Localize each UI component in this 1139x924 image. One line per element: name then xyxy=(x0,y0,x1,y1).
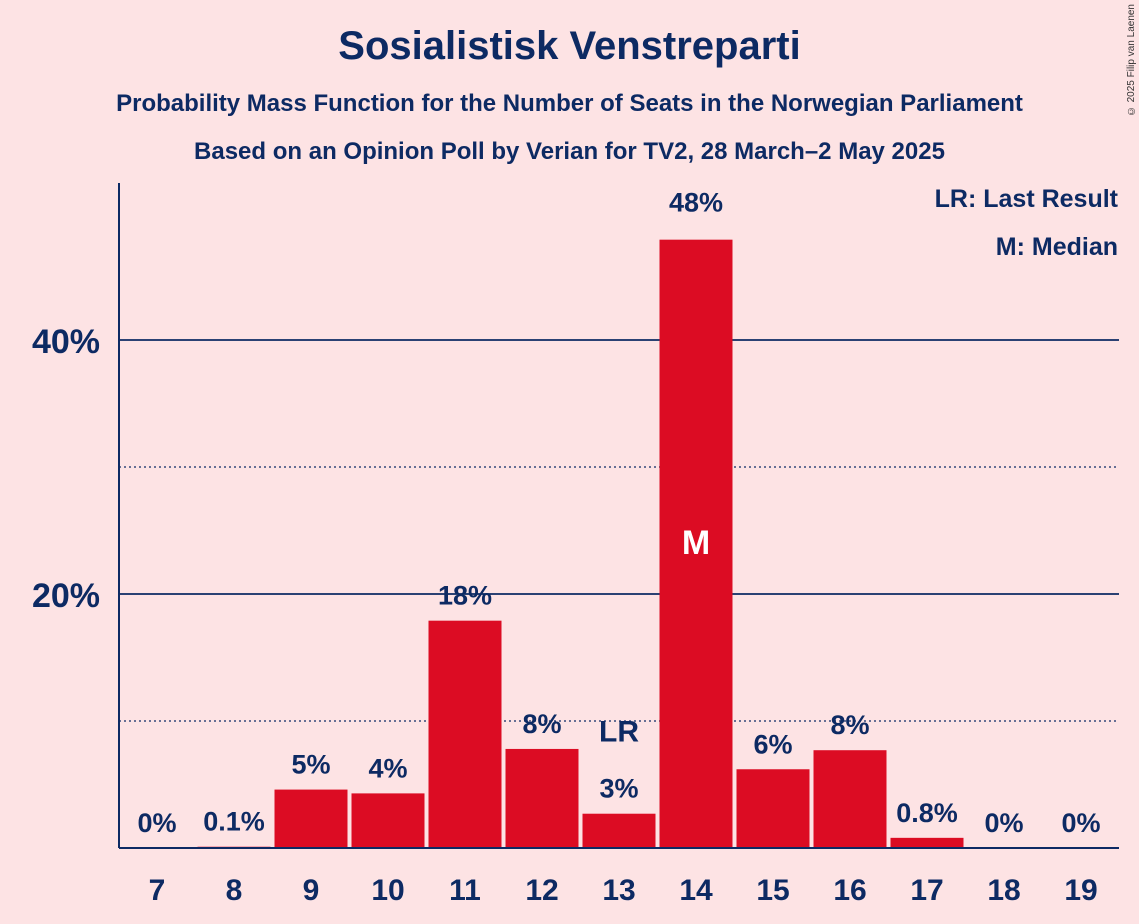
data-label: 0.8% xyxy=(896,798,958,828)
bar xyxy=(428,620,502,848)
x-tick-label: 16 xyxy=(833,874,866,907)
data-label: 8% xyxy=(522,709,561,739)
bar xyxy=(813,750,887,848)
data-label: 18% xyxy=(438,581,492,611)
bar xyxy=(274,789,348,848)
data-label: 5% xyxy=(291,750,330,780)
x-tick-label: 19 xyxy=(1064,874,1097,907)
x-tick-label: 13 xyxy=(602,874,635,907)
last-result-marker: LR xyxy=(599,716,639,749)
bar xyxy=(890,837,964,848)
x-tick-label: 12 xyxy=(525,874,558,907)
x-tick-label: 18 xyxy=(987,874,1020,907)
chart-title: Sosialistisk Venstreparti xyxy=(338,24,801,68)
x-tick-label: 10 xyxy=(371,874,404,907)
data-label: 8% xyxy=(830,710,869,740)
bar xyxy=(505,748,579,848)
legend-last-result: LR: Last Result xyxy=(934,185,1118,213)
data-label: 48% xyxy=(669,188,723,218)
legend-median: M: Median xyxy=(995,233,1118,261)
data-label: 4% xyxy=(368,753,407,783)
x-tick-label: 8 xyxy=(226,874,243,907)
x-tick-label: 15 xyxy=(756,874,789,907)
chart-subtitle: Probability Mass Function for the Number… xyxy=(116,90,1023,117)
median-marker: M xyxy=(682,524,710,562)
x-tick-label: 7 xyxy=(149,874,166,907)
data-label: 0% xyxy=(137,808,176,838)
chart-subtitle-source: Based on an Opinion Poll by Verian for T… xyxy=(194,138,945,165)
y-tick-label: 20% xyxy=(32,577,100,615)
data-label: 0.1% xyxy=(203,807,265,837)
data-label: 6% xyxy=(753,729,792,759)
x-tick-label: 14 xyxy=(679,874,713,907)
y-tick-label: 40% xyxy=(32,323,100,361)
bar xyxy=(351,793,425,848)
bar xyxy=(659,239,733,849)
x-tick-label: 11 xyxy=(449,874,481,907)
x-tick-label: 9 xyxy=(303,874,320,907)
x-tick-label: 17 xyxy=(910,874,943,907)
bar xyxy=(736,769,810,848)
bar xyxy=(582,813,656,848)
data-label: 0% xyxy=(984,808,1023,838)
data-label: 3% xyxy=(599,774,638,804)
data-label: 0% xyxy=(1061,808,1100,838)
